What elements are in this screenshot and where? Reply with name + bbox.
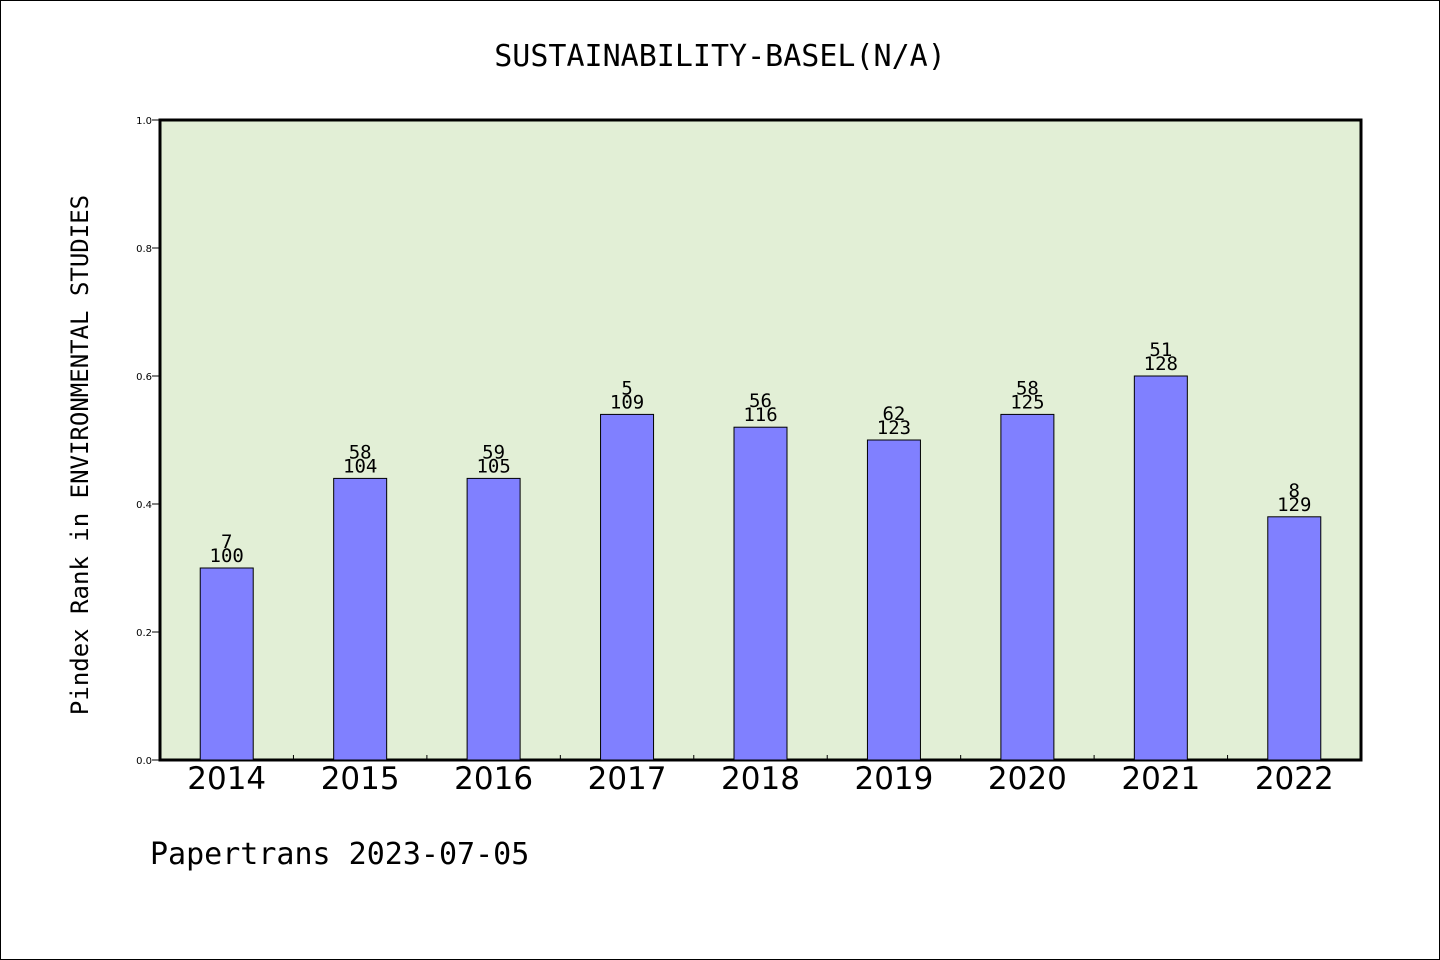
bar-total-label: 116 [743,404,777,426]
chart-title: SUSTAINABILITY-BASEL(N/A) [494,39,946,74]
bar-2022 [1267,516,1322,761]
x-axis-ticks: 2014 2015 2016 2017 2018 2019 2020 2021 2022 [187,755,1334,797]
y-tick-label: 0.6 [136,372,152,383]
bar-rank-label: 56 [749,390,772,412]
bar-2020 [1000,413,1055,761]
bar-total-label: 125 [1010,391,1044,413]
bar-rank-label: 8 [1289,480,1300,502]
y-tick-label: 0.8 [136,244,152,255]
footer-credit: Papertrans 2023-07-05 [150,837,529,872]
bar-total-label: 100 [210,545,244,567]
bar-rank-label: 58 [349,441,372,463]
bar-total-label: 104 [343,455,377,477]
bar-2016 [466,477,521,761]
x-tick-label: 2021 [1121,761,1200,797]
bar-2018 [733,426,788,761]
bar-2021 [1133,375,1188,761]
y-tick-label: 0.0 [136,756,152,767]
y-axis-label: Pindex Rank in ENVIRONMENTAL STUDIES [66,195,94,715]
bars: 1007104581055910951165612362125581285112… [199,339,1322,761]
x-tick-label: 2020 [988,761,1067,797]
x-tick-label: 2014 [187,761,266,797]
bar-rank-label: 7 [221,531,232,553]
bar-total-label: 105 [476,455,510,477]
bar-rank-label: 5 [621,377,632,399]
bar-2019 [866,439,921,761]
y-tick-label: 0.4 [136,500,152,511]
x-tick-label: 2015 [321,761,400,797]
bar-total-label: 128 [1144,353,1178,375]
bar-total-label: 129 [1277,494,1311,516]
bar-total-label: 109 [610,391,644,413]
bar-rank-label: 58 [1016,377,1039,399]
bar-2015 [333,477,388,761]
x-tick-label: 2018 [721,761,800,797]
y-axis-ticks: 0.0 0.2 0.4 0.6 0.8 1.0 [136,116,160,767]
y-tick-label: 0.2 [136,628,152,639]
x-tick-label: 2016 [454,761,533,797]
bar-rank-label: 62 [882,403,905,425]
bar-2017 [600,413,655,761]
bar-rank-label: 59 [482,441,505,463]
y-tick-label: 1.0 [136,116,152,127]
x-tick-label: 2017 [588,761,667,797]
x-tick-label: 2019 [854,761,933,797]
bar-2014 [199,567,254,761]
bar-rank-label: 51 [1149,339,1172,361]
bar-total-label: 123 [877,417,911,439]
x-tick-label: 2022 [1255,761,1334,797]
